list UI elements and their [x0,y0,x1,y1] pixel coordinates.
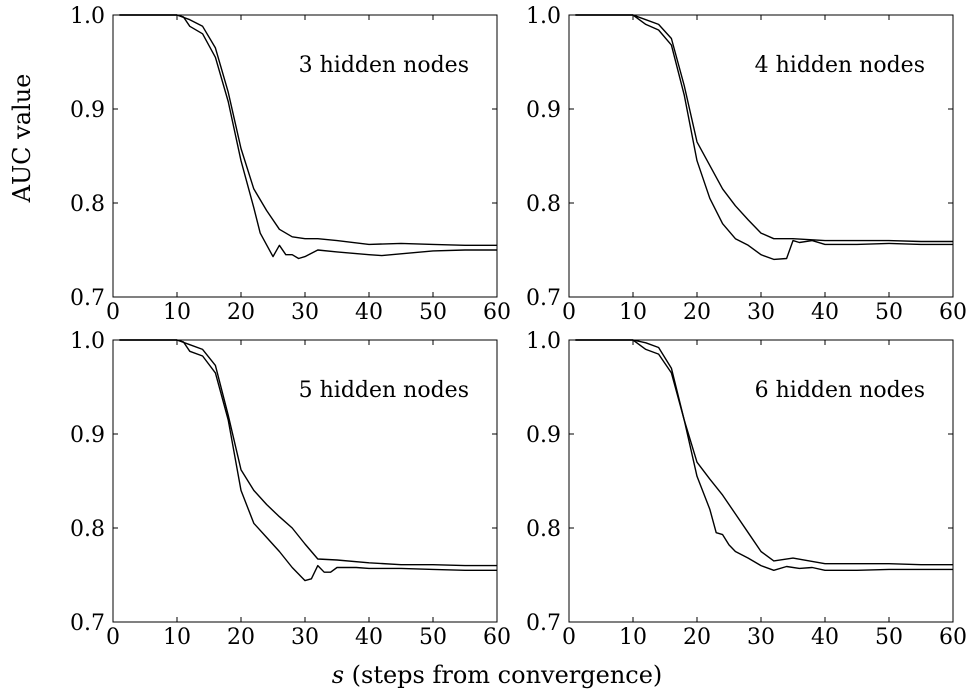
series-line-1 [575,14,953,243]
panel-annotation: 4 hidden nodes [755,53,925,78]
x-tick-label: 20 [683,625,711,650]
y-tick-label: 1.0 [526,329,561,354]
x-tick-label: 20 [227,300,255,325]
y-tick-label: 0.7 [70,286,105,311]
x-tick-label: 50 [419,625,447,650]
x-tick-label: 10 [163,300,191,325]
x-tick-label: 0 [562,300,576,325]
x-tick-label: 30 [291,625,319,650]
y-tick-label: 0.7 [70,611,105,636]
x-tick-label: 60 [483,300,511,325]
x-axis-description: (steps from convergence) [344,661,662,689]
x-tick-label: 60 [939,300,967,325]
x-axis-variable: s [332,661,344,689]
x-axis-title: s (steps from convergence) [332,661,663,689]
x-tick-label: 10 [619,625,647,650]
series-line-2 [119,339,497,582]
series-line-1 [575,339,953,566]
series-line-2 [119,14,497,260]
y-tick-label: 1.0 [70,4,105,29]
panel-annotation: 3 hidden nodes [299,53,469,78]
y-tick-label: 0.9 [70,423,105,448]
x-tick-label: 40 [811,300,839,325]
x-tick-label: 40 [811,625,839,650]
x-tick-label: 50 [875,300,903,325]
panel-4: 0 10 20 30 40 50 60 0.7 0.8 0.9 1.0 6 hidden nodes [526,329,967,650]
y-tick-label: 0.8 [70,517,105,542]
x-tick-label: 30 [747,625,775,650]
x-tick-label: 0 [106,625,120,650]
x-tick-label: 30 [291,300,319,325]
series-line-1 [119,14,497,247]
x-tick-label: 60 [939,625,967,650]
y-tick-label: 1.0 [70,329,105,354]
panel-annotation: 6 hidden nodes [755,378,925,403]
x-tick-label: 10 [163,625,191,650]
x-tick-label: 10 [619,300,647,325]
x-tick-label: 50 [419,300,447,325]
x-tick-label: 0 [106,300,120,325]
y-tick-label: 1.0 [526,4,561,29]
panel-annotation: 5 hidden nodes [299,378,469,403]
x-tick-label: 30 [747,300,775,325]
panels: 0 10 20 30 40 50 600.70.80.91.03 hidden nodes0… [70,4,967,650]
y-tick-label: 0.9 [70,98,105,123]
panel-1: 0 10 20 30 40 50 60 0.7 0.8 0.9 1.0 3 hidden nodes [70,4,511,325]
panel-2: 0 10 20 30 40 50 60 0.7 0.8 0.9 1.0 4 hidden nodes [526,4,967,325]
x-tick-label: 60 [483,625,511,650]
y-tick-label: 0.9 [526,98,561,123]
x-tick-label: 0 [562,625,576,650]
x-tick-label: 20 [683,300,711,325]
x-tick-label: 40 [355,625,383,650]
y-tick-label: 0.7 [526,611,561,636]
y-tick-label: 0.9 [526,423,561,448]
y-tick-label: 0.8 [70,192,105,217]
series-line-2 [575,14,953,261]
y-tick-label: 0.7 [526,286,561,311]
x-tick-label: 50 [875,625,903,650]
series-line-1 [119,339,497,567]
x-tick-label: 40 [355,300,383,325]
y-axis-title: AUC value [8,74,36,204]
y-tick-label: 0.8 [526,192,561,217]
series-line-2 [575,339,953,571]
x-tick-label: 20 [227,625,255,650]
panel-3: 0 10 20 30 40 50 60 0.7 0.8 0.9 1.0 5 hidden nodes [70,329,511,650]
y-tick-label: 0.8 [526,517,561,542]
